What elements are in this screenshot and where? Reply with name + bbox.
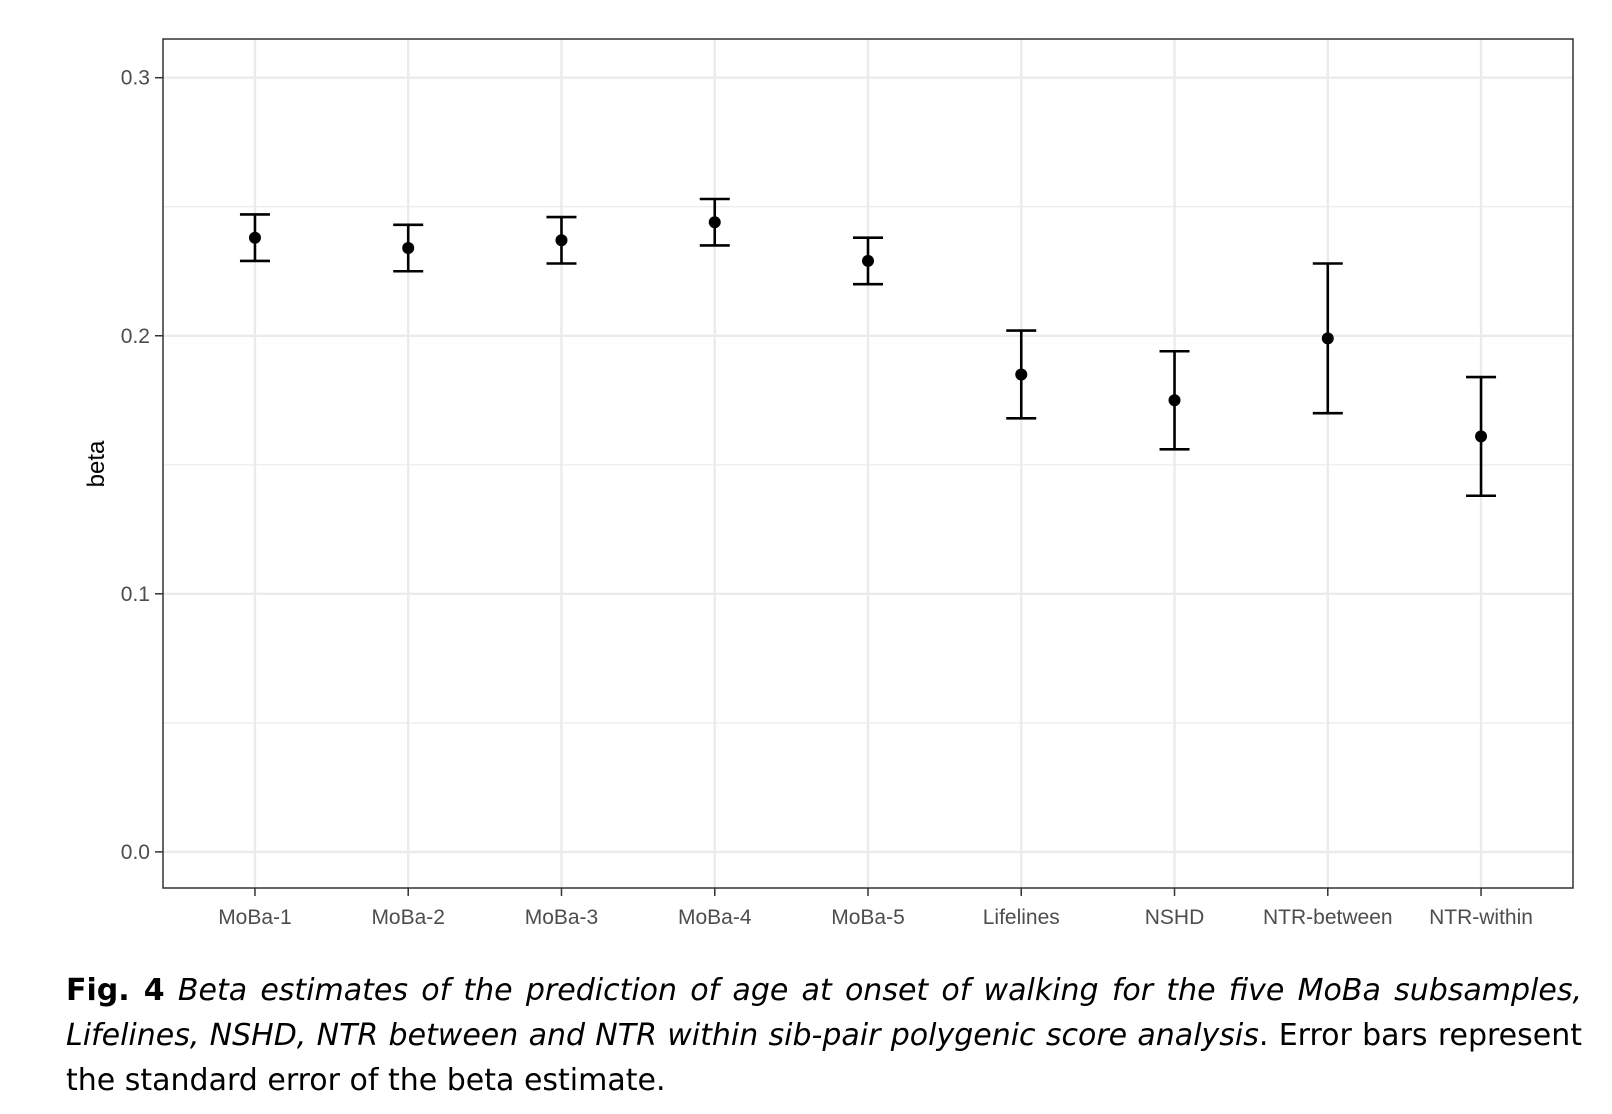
y-tick-label: 0.3 <box>121 67 150 90</box>
data-point <box>1475 430 1488 443</box>
x-tick-label: NTR-within <box>1429 906 1533 929</box>
x-tick-label: MoBa-3 <box>525 906 599 929</box>
x-tick-label: MoBa-2 <box>371 906 445 929</box>
data-point <box>1015 368 1028 381</box>
data-point <box>1321 332 1334 345</box>
x-tick-label: MoBa-1 <box>218 906 292 929</box>
data-point <box>248 231 261 244</box>
y-tick-label: 0.2 <box>121 325 150 348</box>
data-point <box>1168 394 1181 407</box>
data-marks <box>239 197 1497 498</box>
x-tick-label: MoBa-4 <box>678 906 752 929</box>
data-point <box>862 254 874 267</box>
x-tick-label: Lifelines <box>983 906 1060 929</box>
grid-lines <box>163 39 1573 888</box>
caption-label: Fig. 4 <box>66 973 165 1008</box>
x-tick-label: MoBa-5 <box>831 906 905 929</box>
data-point <box>555 234 568 247</box>
caption-rest-text: . Error bars represent the standard erro… <box>66 1018 1582 1098</box>
y-axis: 0.0 0.1 0.2 0.3 <box>121 67 163 864</box>
data-point <box>402 242 415 255</box>
y-tick-label: 0.0 <box>121 841 150 864</box>
figure-caption: Fig. 4 Beta estimates of the prediction … <box>66 968 1582 1103</box>
data-point <box>708 216 721 229</box>
x-tick-label: NTR-between <box>1263 906 1393 929</box>
chart: 0.00.10.20.3 MoBa-1 MoBa-2 MoBa-3 MoBa-4 MoB… <box>83 38 1574 929</box>
x-axis: MoBa-1 MoBa-2 MoBa-3 MoBa-4 MoBa-5 Lifelines N… <box>218 888 1533 929</box>
y-axis-title: beta <box>83 440 110 487</box>
x-tick-label: NSHD <box>1145 906 1205 929</box>
y-tick-label: 0.1 <box>121 583 150 606</box>
caption-italic-text: Beta estimates of the prediction of age … <box>66 973 1582 1053</box>
